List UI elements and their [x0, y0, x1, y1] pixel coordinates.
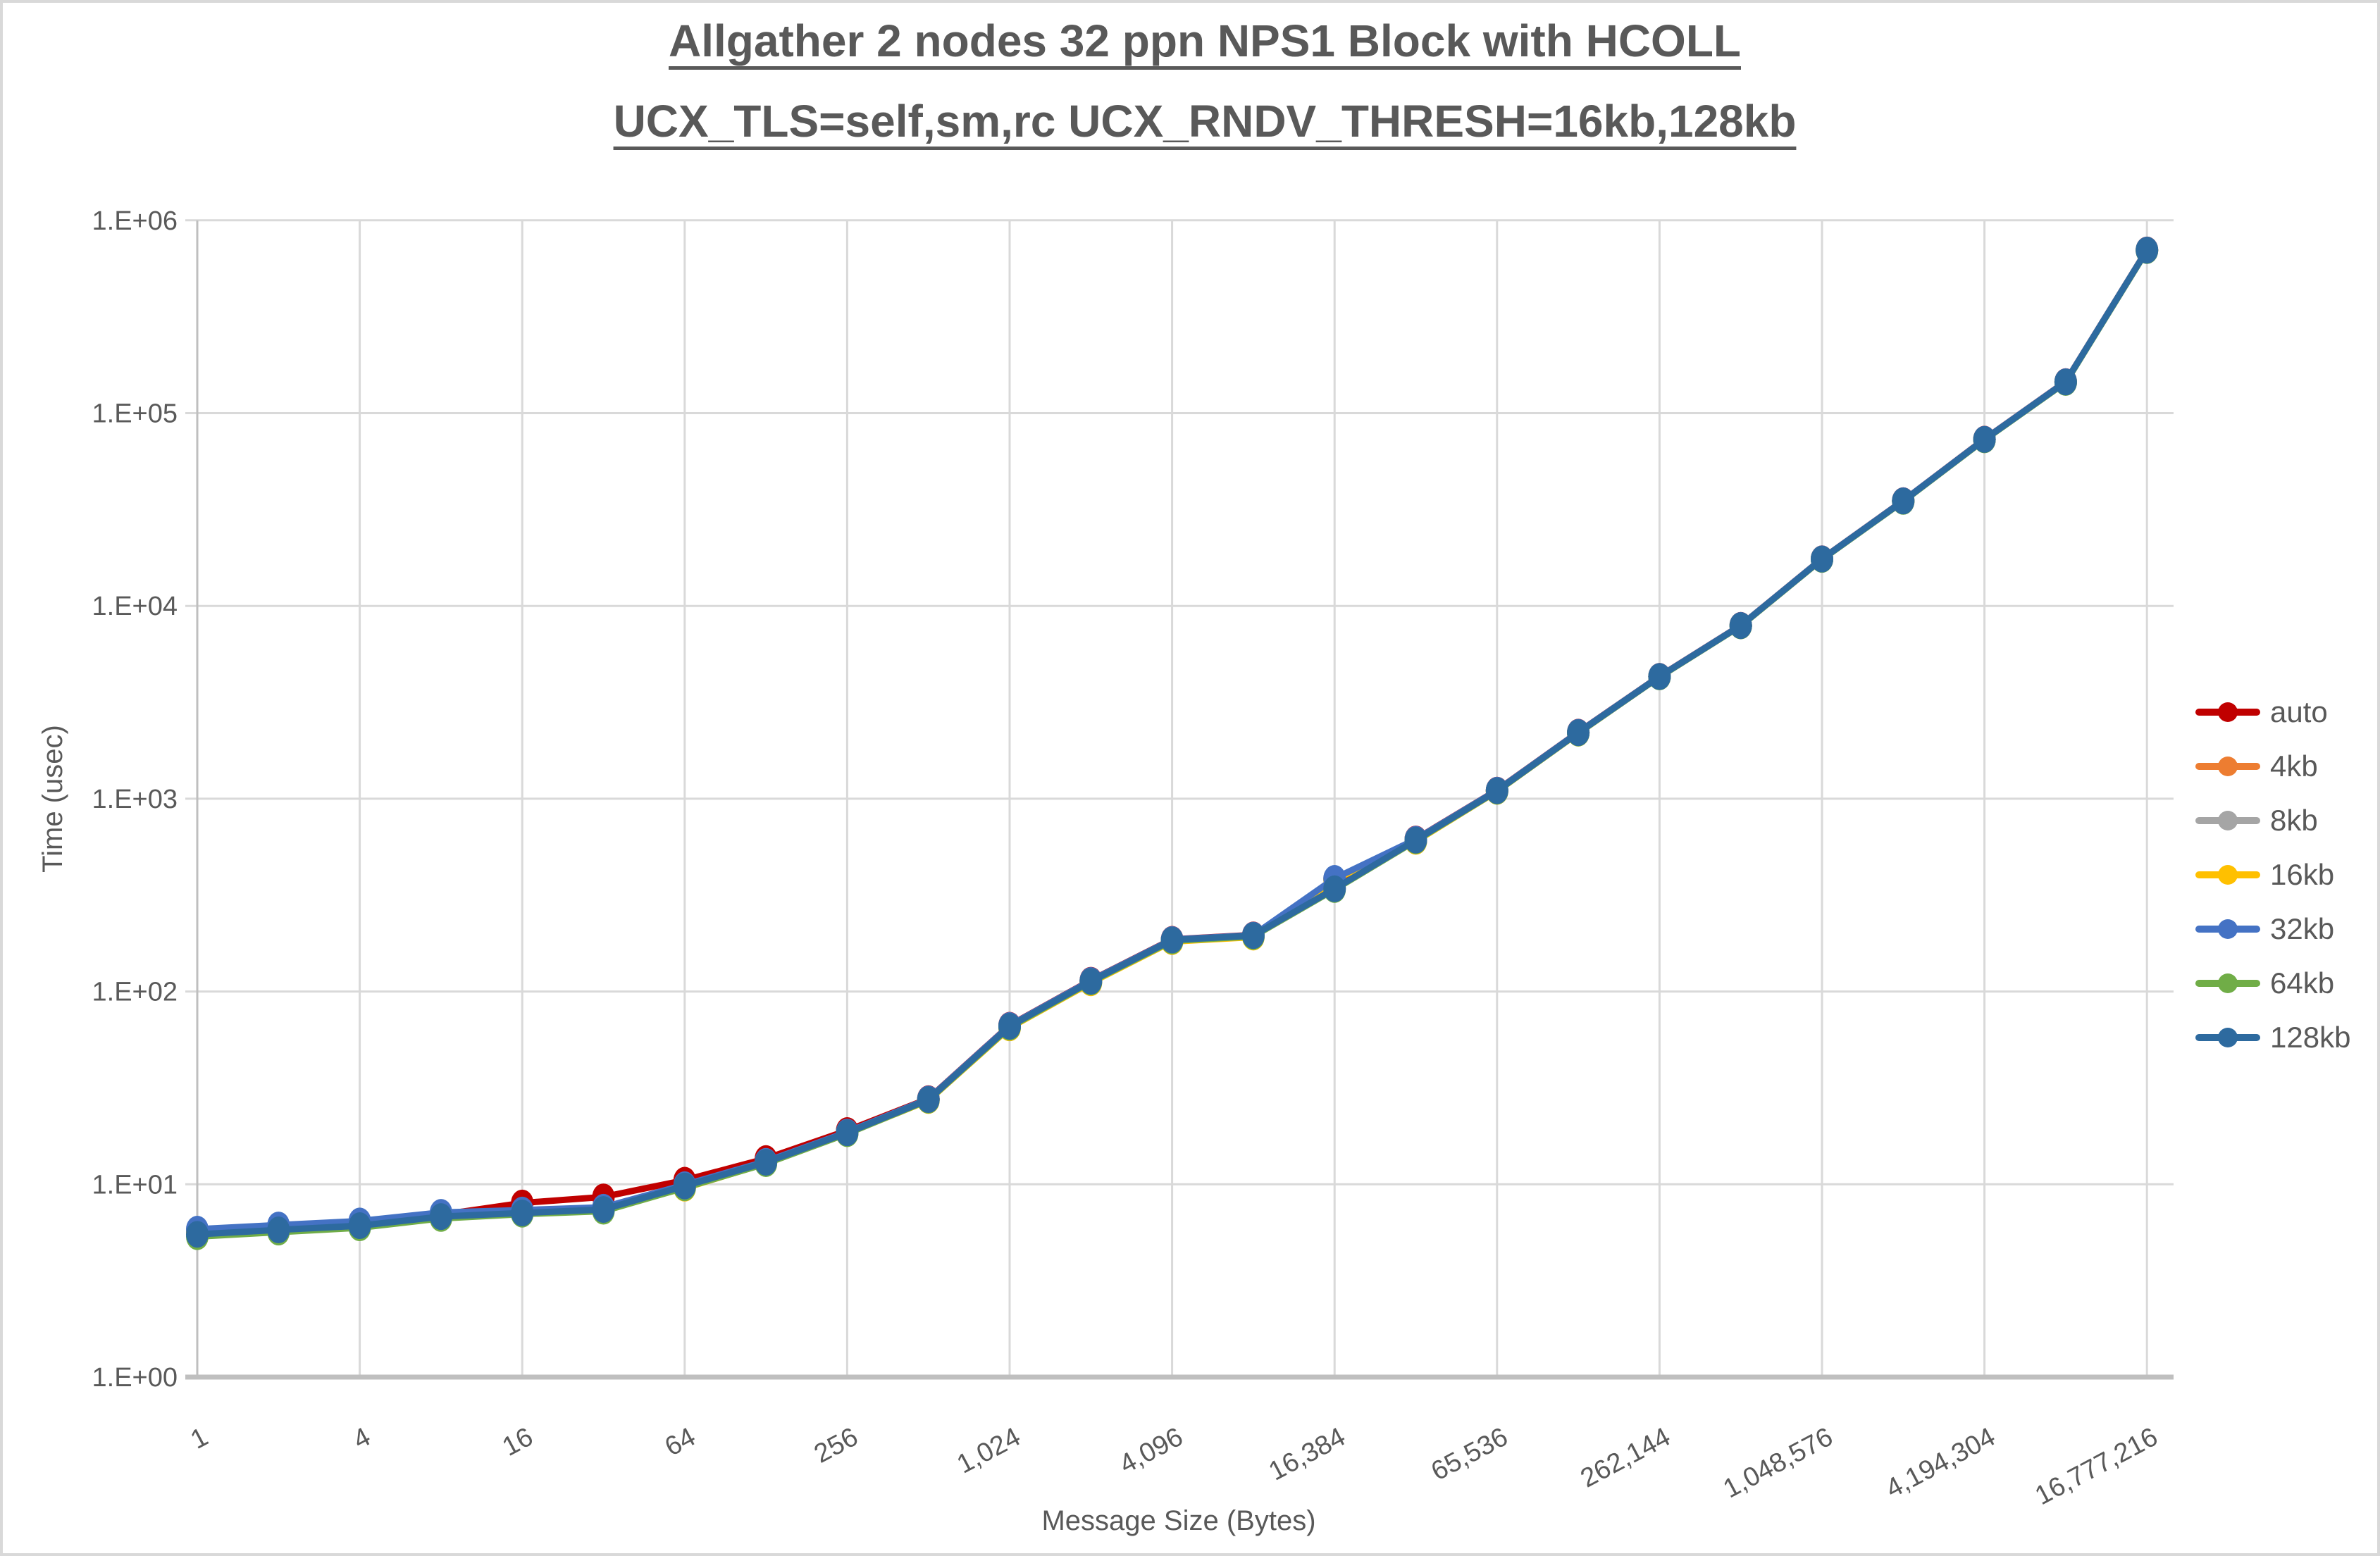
data-point-128kb [1567, 719, 1590, 747]
x-tick-label: 65,536 [1427, 1422, 1513, 1487]
data-point-128kb [186, 1221, 209, 1248]
x-axis-title: Message Size (Bytes) [1041, 1505, 1315, 1536]
legend-item-32kb: 32kb [2195, 902, 2350, 956]
x-tick-labels: 1 4 16 64 256 1,024 4,096 16,384 65,536 262,144 1,… [186, 1422, 2163, 1511]
legend-marker-32kb [2195, 919, 2260, 939]
chart-title-line1: Allgather 2 nodes 32 ppn NPS1 Block with… [669, 15, 1741, 66]
data-point-128kb [1973, 425, 1996, 453]
x-tick-label: 64 [660, 1422, 700, 1462]
legend-item-auto: auto [2195, 685, 2350, 739]
data-point-128kb [1485, 777, 1508, 804]
y-tick-label: 1.E+01 [92, 1170, 178, 1200]
chart-title-line2: UCX_TLS=self,sm,rc UCX_RNDV_THRESH=16kb,… [613, 95, 1797, 147]
data-point-128kb [1892, 487, 1915, 515]
x-tick-label: 1,024 [953, 1422, 1026, 1480]
x-tick-label: 1,048,576 [1718, 1422, 1837, 1504]
series-128kb [186, 237, 2159, 1248]
data-point-128kb [267, 1216, 290, 1244]
x-tick-label: 1 [186, 1422, 213, 1455]
legend-marker-4kb [2195, 756, 2260, 776]
data-point-128kb [1404, 826, 1427, 854]
x-tick-label: 4 [348, 1422, 375, 1455]
data-point-128kb [998, 1012, 1021, 1040]
y-tick-label: 1.E+05 [92, 399, 178, 429]
legend: auto 4kb 8kb 16kb 32kb 64kb 128kb [2195, 685, 2350, 1064]
data-point-128kb [917, 1086, 940, 1114]
y-tick-labels: 1.E+00 1.E+01 1.E+02 1.E+03 1.E+04 1.E+05 1.E+… [92, 206, 178, 1393]
legend-label-16kb: 16kb [2270, 857, 2335, 891]
legend-item-16kb: 16kb [2195, 847, 2350, 902]
legend-label-8kb: 8kb [2270, 803, 2318, 837]
legend-marker-64kb [2195, 973, 2260, 993]
chart-title: Allgather 2 nodes 32 ppn NPS1 Block with… [338, 15, 2071, 147]
y-tick-label: 1.E+06 [92, 206, 178, 236]
x-tick-label: 4,096 [1115, 1422, 1188, 1480]
legend-label-4kb: 4kb [2270, 749, 2318, 783]
data-point-128kb [1160, 926, 1184, 954]
horizontal-gridlines [185, 219, 2174, 1185]
data-point-128kb [511, 1200, 534, 1227]
x-tick-label: 16,384 [1264, 1422, 1350, 1487]
legend-item-8kb: 8kb [2195, 793, 2350, 847]
data-point-128kb [348, 1212, 371, 1240]
x-tick-label: 16,777,216 [2031, 1422, 2163, 1511]
y-tick-label: 1.E+04 [92, 592, 178, 621]
legend-label-64kb: 64kb [2270, 966, 2335, 1000]
data-point-128kb [1729, 612, 1752, 640]
y-axis-title: Time (usec) [37, 725, 68, 873]
data-point-128kb [1648, 663, 1671, 690]
legend-marker-auto [2195, 702, 2260, 722]
data-point-128kb [429, 1203, 452, 1231]
legend-item-128kb: 128kb [2195, 1010, 2350, 1064]
data-point-128kb [592, 1196, 615, 1224]
legend-label-32kb: 32kb [2270, 911, 2335, 945]
x-tick-label: 256 [810, 1422, 863, 1469]
data-point-128kb [1241, 922, 1265, 950]
legend-label-128kb: 128kb [2270, 1020, 2351, 1054]
data-point-128kb [836, 1119, 859, 1147]
x-tick-label: 16 [497, 1422, 538, 1462]
legend-marker-8kb [2195, 810, 2260, 830]
legend-item-64kb: 64kb [2195, 956, 2350, 1010]
data-point-128kb [2054, 368, 2077, 396]
x-tick-label: 4,194,304 [1881, 1422, 2000, 1504]
data-point-128kb [673, 1172, 696, 1200]
x-tick-label: 262,144 [1576, 1422, 1675, 1494]
y-tick-label: 1.E+00 [92, 1363, 178, 1393]
legend-marker-128kb [2195, 1027, 2260, 1047]
legend-item-4kb: 4kb [2195, 739, 2350, 793]
y-tick-label: 1.E+02 [92, 978, 178, 1007]
data-point-128kb [1323, 875, 1346, 902]
data-point-128kb [755, 1149, 778, 1176]
data-point-128kb [1811, 545, 1833, 573]
legend-label-auto: auto [2270, 695, 2328, 728]
y-tick-label: 1.E+03 [92, 785, 178, 814]
data-point-128kb [1079, 968, 1103, 995]
legend-marker-16kb [2195, 864, 2260, 885]
data-point-128kb [2136, 237, 2159, 264]
